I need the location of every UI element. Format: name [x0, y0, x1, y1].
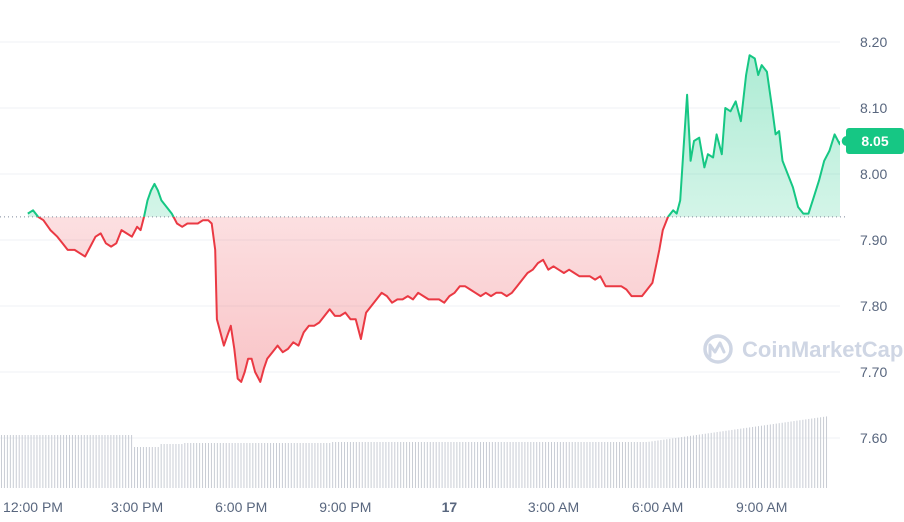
- coinmarketcap-watermark: CoinMarketCap: [703, 334, 903, 364]
- y-tick-label: 7.90: [860, 232, 887, 248]
- x-tick-label: 9:00 AM: [736, 499, 787, 515]
- x-tick-label: 9:00 PM: [319, 499, 371, 515]
- x-tick-label: 12:00 PM: [3, 499, 63, 515]
- x-axis: 12:00 PM 3:00 PM 6:00 PM 9:00 PM 17 3:00 AM 6:…: [3, 499, 787, 515]
- x-tick-label: 3:00 AM: [528, 499, 579, 515]
- x-tick-label: 17: [442, 499, 458, 515]
- price-line: [27, 54, 840, 383]
- area-above-baseline: [27, 55, 840, 217]
- current-price-badge: 8.05: [846, 128, 904, 154]
- x-tick-label: 3:00 PM: [111, 499, 163, 515]
- coinmarketcap-logo-icon: [703, 334, 733, 364]
- y-tick-label: 8.00: [860, 166, 887, 182]
- current-price-dot: [841, 136, 852, 146]
- y-tick-label: 7.80: [860, 298, 887, 314]
- area-below-baseline: [27, 216, 840, 382]
- y-tick-label: 8.10: [860, 100, 887, 116]
- y-tick-label: 7.70: [860, 364, 887, 380]
- price-area: [27, 55, 840, 382]
- grid-lines: [0, 41, 840, 439]
- y-axis: 8.20 8.10 8.00 7.90 7.80 7.70 7.60: [860, 34, 887, 446]
- x-tick-label: 6:00 AM: [632, 499, 683, 515]
- volume-bars: [0, 416, 828, 488]
- price-line-down: [36, 216, 670, 383]
- y-tick-label: 8.20: [860, 34, 887, 50]
- current-price-label: 8.05: [861, 133, 888, 149]
- y-tick-label: 7.60: [860, 430, 887, 446]
- x-tick-label: 6:00 PM: [215, 499, 267, 515]
- price-line-up: [27, 54, 840, 217]
- watermark-text: CoinMarketCap: [742, 337, 903, 362]
